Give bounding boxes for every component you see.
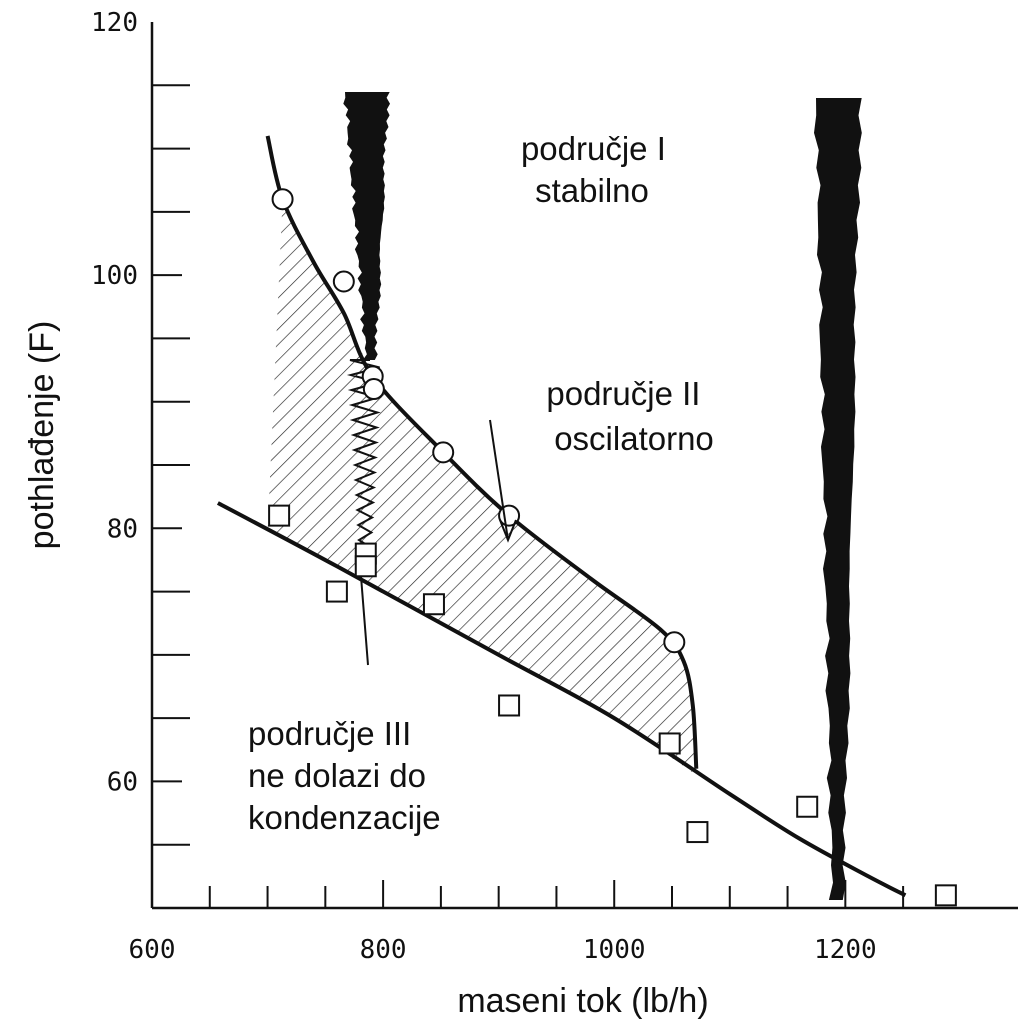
stability-band-left (343, 92, 390, 360)
region-3-label: područje III ne dolazi do kondenzacije (248, 715, 441, 836)
region-2-pointer-head (499, 519, 517, 543)
oscillatory-region-hatch (267, 199, 697, 776)
square-point (686, 821, 709, 844)
region-1-label: područje I stabilno (521, 130, 675, 209)
y-axis-title: pothlađenje (F) (23, 321, 61, 550)
oscillatory-region (267, 199, 697, 776)
square-point (658, 732, 681, 755)
upper-boundary-curve (265, 135, 699, 769)
square-point (498, 694, 521, 717)
x-tick-label: 1200 (814, 935, 877, 965)
stability-bands (343, 92, 862, 900)
y-tick-label: 120 (91, 8, 138, 38)
square-point (934, 884, 957, 907)
y-tick-label: 60 (107, 767, 138, 797)
x-tick-label: 600 (129, 935, 176, 965)
axis-ticks: 600 800 1000 1200 60 80 100 120 (91, 8, 905, 965)
region-2-line-2: oscilatorno (554, 420, 714, 457)
y-tick-label: 80 (107, 514, 138, 544)
region-1-line-1: područje I (521, 130, 666, 167)
region-annotations: područje I stabilno područje II oscilato… (248, 130, 714, 836)
y-tick-label: 100 (91, 261, 138, 291)
x-tick-label: 1000 (583, 935, 646, 965)
circle-point (663, 631, 686, 654)
boundary-curves (216, 135, 907, 898)
circle-point (362, 378, 385, 401)
region-1-line-2: stabilno (535, 172, 649, 209)
region-3-line-1: područje III (248, 715, 411, 752)
oscillation-trace (346, 359, 383, 666)
circle-point (271, 188, 294, 211)
circle-point (432, 441, 455, 464)
region-3-line-2: ne dolazi do (248, 757, 426, 794)
lower-boundary-curve (216, 501, 907, 898)
square-point (268, 504, 291, 527)
square-point (325, 580, 348, 603)
square-point (422, 593, 445, 616)
region-2-pointer (489, 419, 509, 541)
circle-point (332, 270, 355, 293)
x-tick-label: 800 (360, 935, 407, 965)
region-2-line-1: područje II (546, 375, 700, 412)
x-axis-title: maseni tok (lb/h) (457, 982, 708, 1020)
data-markers (268, 188, 957, 907)
region-3-line-3: kondenzacije (248, 799, 441, 836)
region-2-label: područje II oscilatorno (546, 375, 713, 457)
square-point (354, 555, 377, 578)
square-point (796, 795, 819, 818)
stability-band-right (814, 98, 862, 900)
